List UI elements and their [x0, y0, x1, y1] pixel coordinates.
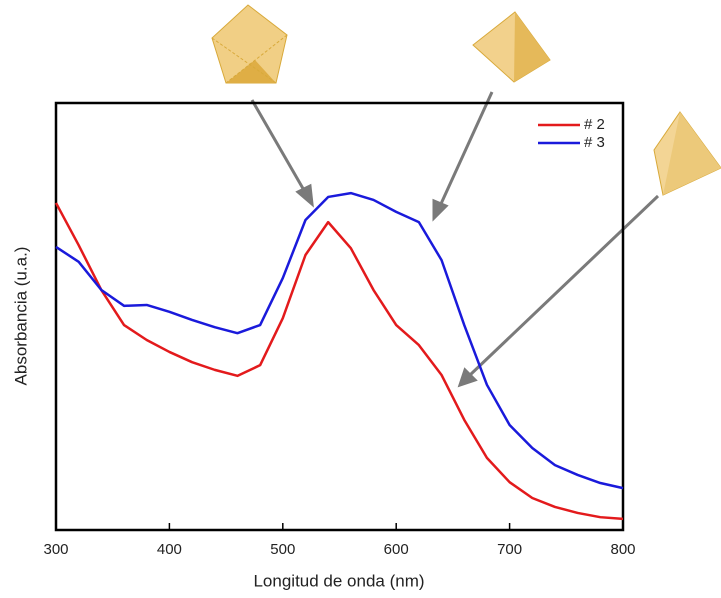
arrows — [250, 91, 660, 388]
x-tick-label: 500 — [270, 541, 295, 558]
y-axis-title: Absorbancia (u.a.) — [11, 247, 30, 386]
x-tick-label: 300 — [43, 541, 68, 558]
x-axis-title: Longitud de onda (nm) — [253, 571, 424, 590]
x-tick-label: 600 — [384, 541, 409, 558]
x-tick-label: 800 — [610, 541, 635, 558]
series-line — [55, 191, 624, 490]
icon-tetrahedron — [653, 111, 721, 196]
legend-label: # 3 — [584, 134, 605, 151]
plot-frame — [54, 101, 625, 532]
series-line — [54, 202, 624, 521]
icon-octahedron — [472, 11, 551, 83]
x-tick-label: 700 — [497, 541, 522, 558]
icon-pentagonal-bipyramid — [211, 4, 288, 84]
x-tick-label: 400 — [157, 541, 182, 558]
legend-label: # 2 — [584, 116, 605, 133]
